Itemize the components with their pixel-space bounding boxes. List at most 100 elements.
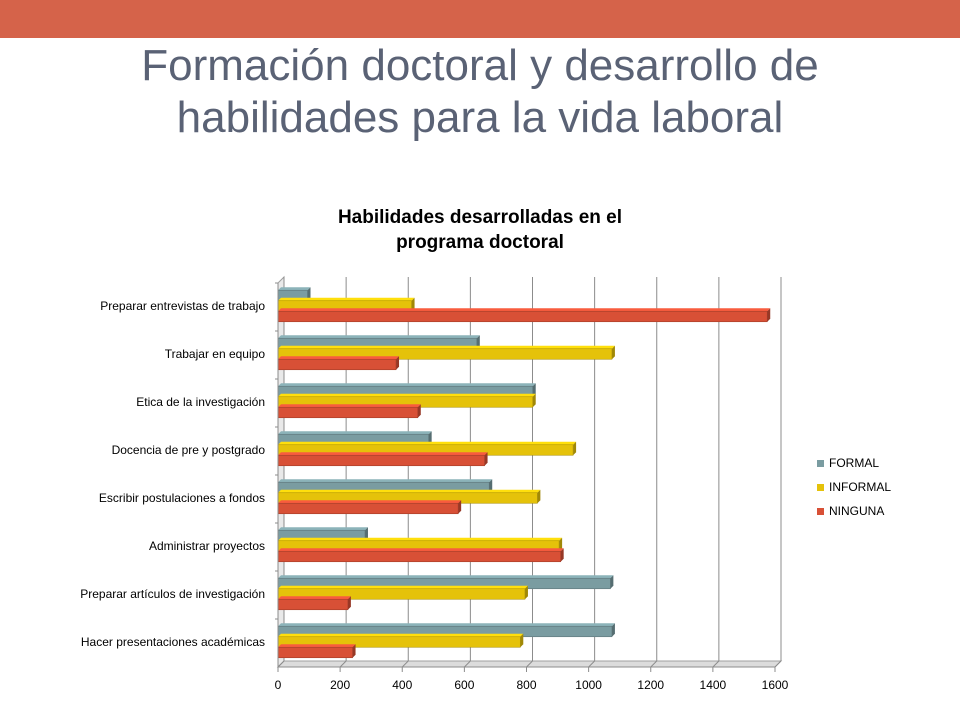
bar bbox=[277, 644, 356, 659]
bar-end-face bbox=[559, 537, 563, 552]
bar-end-face bbox=[428, 431, 432, 445]
bar-top-face bbox=[278, 431, 432, 435]
bar-front-face bbox=[277, 646, 353, 659]
bar bbox=[277, 500, 462, 515]
category-label: Hacer presentaciones académicas bbox=[81, 635, 265, 649]
slide-title-line2: habilidades para la vida laboral bbox=[176, 93, 784, 142]
legend-label: FORMAL bbox=[829, 456, 880, 470]
bar-end-face bbox=[417, 404, 421, 418]
legend-item: FORMAL bbox=[817, 451, 937, 475]
legend-swatch bbox=[817, 507, 824, 515]
bar-end-face bbox=[458, 500, 462, 514]
x-tick-label: 800 bbox=[516, 678, 536, 692]
bar-end-face bbox=[476, 335, 480, 349]
gridline-floor bbox=[339, 660, 347, 668]
bar-top-face bbox=[278, 633, 524, 637]
top-accent-band bbox=[0, 0, 960, 38]
category-label: Docencia de pre y postgrado bbox=[112, 443, 266, 457]
bar-end-face bbox=[524, 585, 528, 600]
bar-end-face bbox=[484, 452, 488, 466]
bar-top-face bbox=[278, 452, 488, 456]
category-label: Etica de la investigación bbox=[136, 395, 265, 409]
bar-end-face bbox=[347, 596, 351, 610]
bar-end-face bbox=[611, 623, 615, 637]
bar-top-face bbox=[278, 548, 564, 552]
category-label: Trabajar en equipo bbox=[165, 347, 266, 361]
legend-swatch bbox=[817, 459, 824, 467]
bar-end-face bbox=[537, 489, 541, 504]
bar-top-face bbox=[278, 308, 771, 312]
bar bbox=[277, 548, 564, 563]
bar-top-face bbox=[278, 356, 400, 360]
slide-title-line1: Formación doctoral y desarrollo de bbox=[141, 41, 819, 90]
bar-front-face bbox=[277, 598, 349, 611]
legend-label: NINGUNA bbox=[829, 504, 885, 518]
bar-end-face bbox=[352, 644, 356, 658]
legend-swatch bbox=[817, 483, 824, 491]
x-tick-label: 1000 bbox=[575, 678, 602, 692]
x-tick-label: 1200 bbox=[637, 678, 664, 692]
x-tick-label: 600 bbox=[454, 678, 474, 692]
category-label: Escribir postulaciones a fondos bbox=[99, 491, 265, 505]
bar-top-face bbox=[278, 644, 356, 648]
bar-front-face bbox=[277, 502, 459, 515]
chart-title: Habilidades desarrolladas en el programa… bbox=[230, 205, 730, 255]
chart-legend: FORMAL INFORMAL NINGUNA bbox=[817, 451, 937, 523]
x-tick-label: 400 bbox=[392, 678, 412, 692]
bar-front-face bbox=[277, 406, 419, 419]
bar-front-face bbox=[277, 310, 768, 323]
category-label: Administrar proyectos bbox=[149, 539, 265, 553]
bar-top-face bbox=[278, 527, 368, 531]
x-tick-label: 200 bbox=[330, 678, 350, 692]
gridline-floor bbox=[712, 660, 720, 668]
bar-top-face bbox=[278, 575, 614, 579]
bar-top-face bbox=[278, 287, 311, 291]
legend-label: INFORMAL bbox=[829, 480, 892, 494]
x-tick-label: 1400 bbox=[700, 678, 727, 692]
gridline-floor bbox=[774, 660, 782, 668]
bar-end-face bbox=[767, 308, 771, 322]
bar-end-face bbox=[610, 575, 614, 589]
bar-end-face bbox=[489, 479, 493, 493]
x-tick-label: 1600 bbox=[762, 678, 789, 692]
bar-end-face bbox=[573, 441, 577, 456]
gridline-floor bbox=[401, 660, 409, 668]
bar-top-face bbox=[278, 585, 528, 589]
bar-top-face bbox=[278, 479, 493, 483]
bar-end-face bbox=[307, 287, 311, 301]
legend-item: NINGUNA bbox=[817, 499, 937, 523]
x-tick-label: 0 bbox=[275, 678, 282, 692]
bar-top-face bbox=[278, 623, 615, 627]
bar-end-face bbox=[532, 393, 536, 408]
bar bbox=[277, 596, 351, 611]
bar-top-face bbox=[278, 596, 351, 600]
chart-title-line1: Habilidades desarrolladas en el bbox=[337, 207, 623, 228]
bar-top-face bbox=[278, 335, 480, 339]
bar bbox=[277, 527, 368, 542]
slide-title: Formación doctoral y desarrollo de habil… bbox=[40, 40, 920, 144]
chart-title-line2: programa doctoral bbox=[396, 232, 564, 253]
bar-end-face bbox=[411, 297, 415, 312]
bar-end-face bbox=[364, 527, 368, 541]
bar-top-face bbox=[278, 441, 577, 445]
bar-front-face bbox=[277, 550, 561, 563]
gridline-floor bbox=[464, 660, 471, 668]
legend-item: INFORMAL bbox=[817, 475, 937, 499]
gridline-floor bbox=[277, 660, 285, 668]
bar bbox=[277, 356, 400, 371]
bar-front-face bbox=[277, 358, 397, 371]
gridline-floor bbox=[588, 660, 595, 668]
bar-top-face bbox=[278, 404, 421, 408]
bar bbox=[277, 308, 771, 323]
bar-top-face bbox=[278, 297, 415, 301]
bar bbox=[277, 404, 421, 419]
bar-top-face bbox=[278, 383, 536, 387]
bar-top-face bbox=[278, 345, 615, 349]
bar-end-face bbox=[396, 356, 400, 370]
bar-end-face bbox=[520, 633, 524, 648]
bar-top-face bbox=[278, 489, 541, 493]
bar-end-face bbox=[532, 383, 536, 397]
bar-top-face bbox=[278, 393, 536, 397]
bar-end-face bbox=[560, 548, 564, 562]
